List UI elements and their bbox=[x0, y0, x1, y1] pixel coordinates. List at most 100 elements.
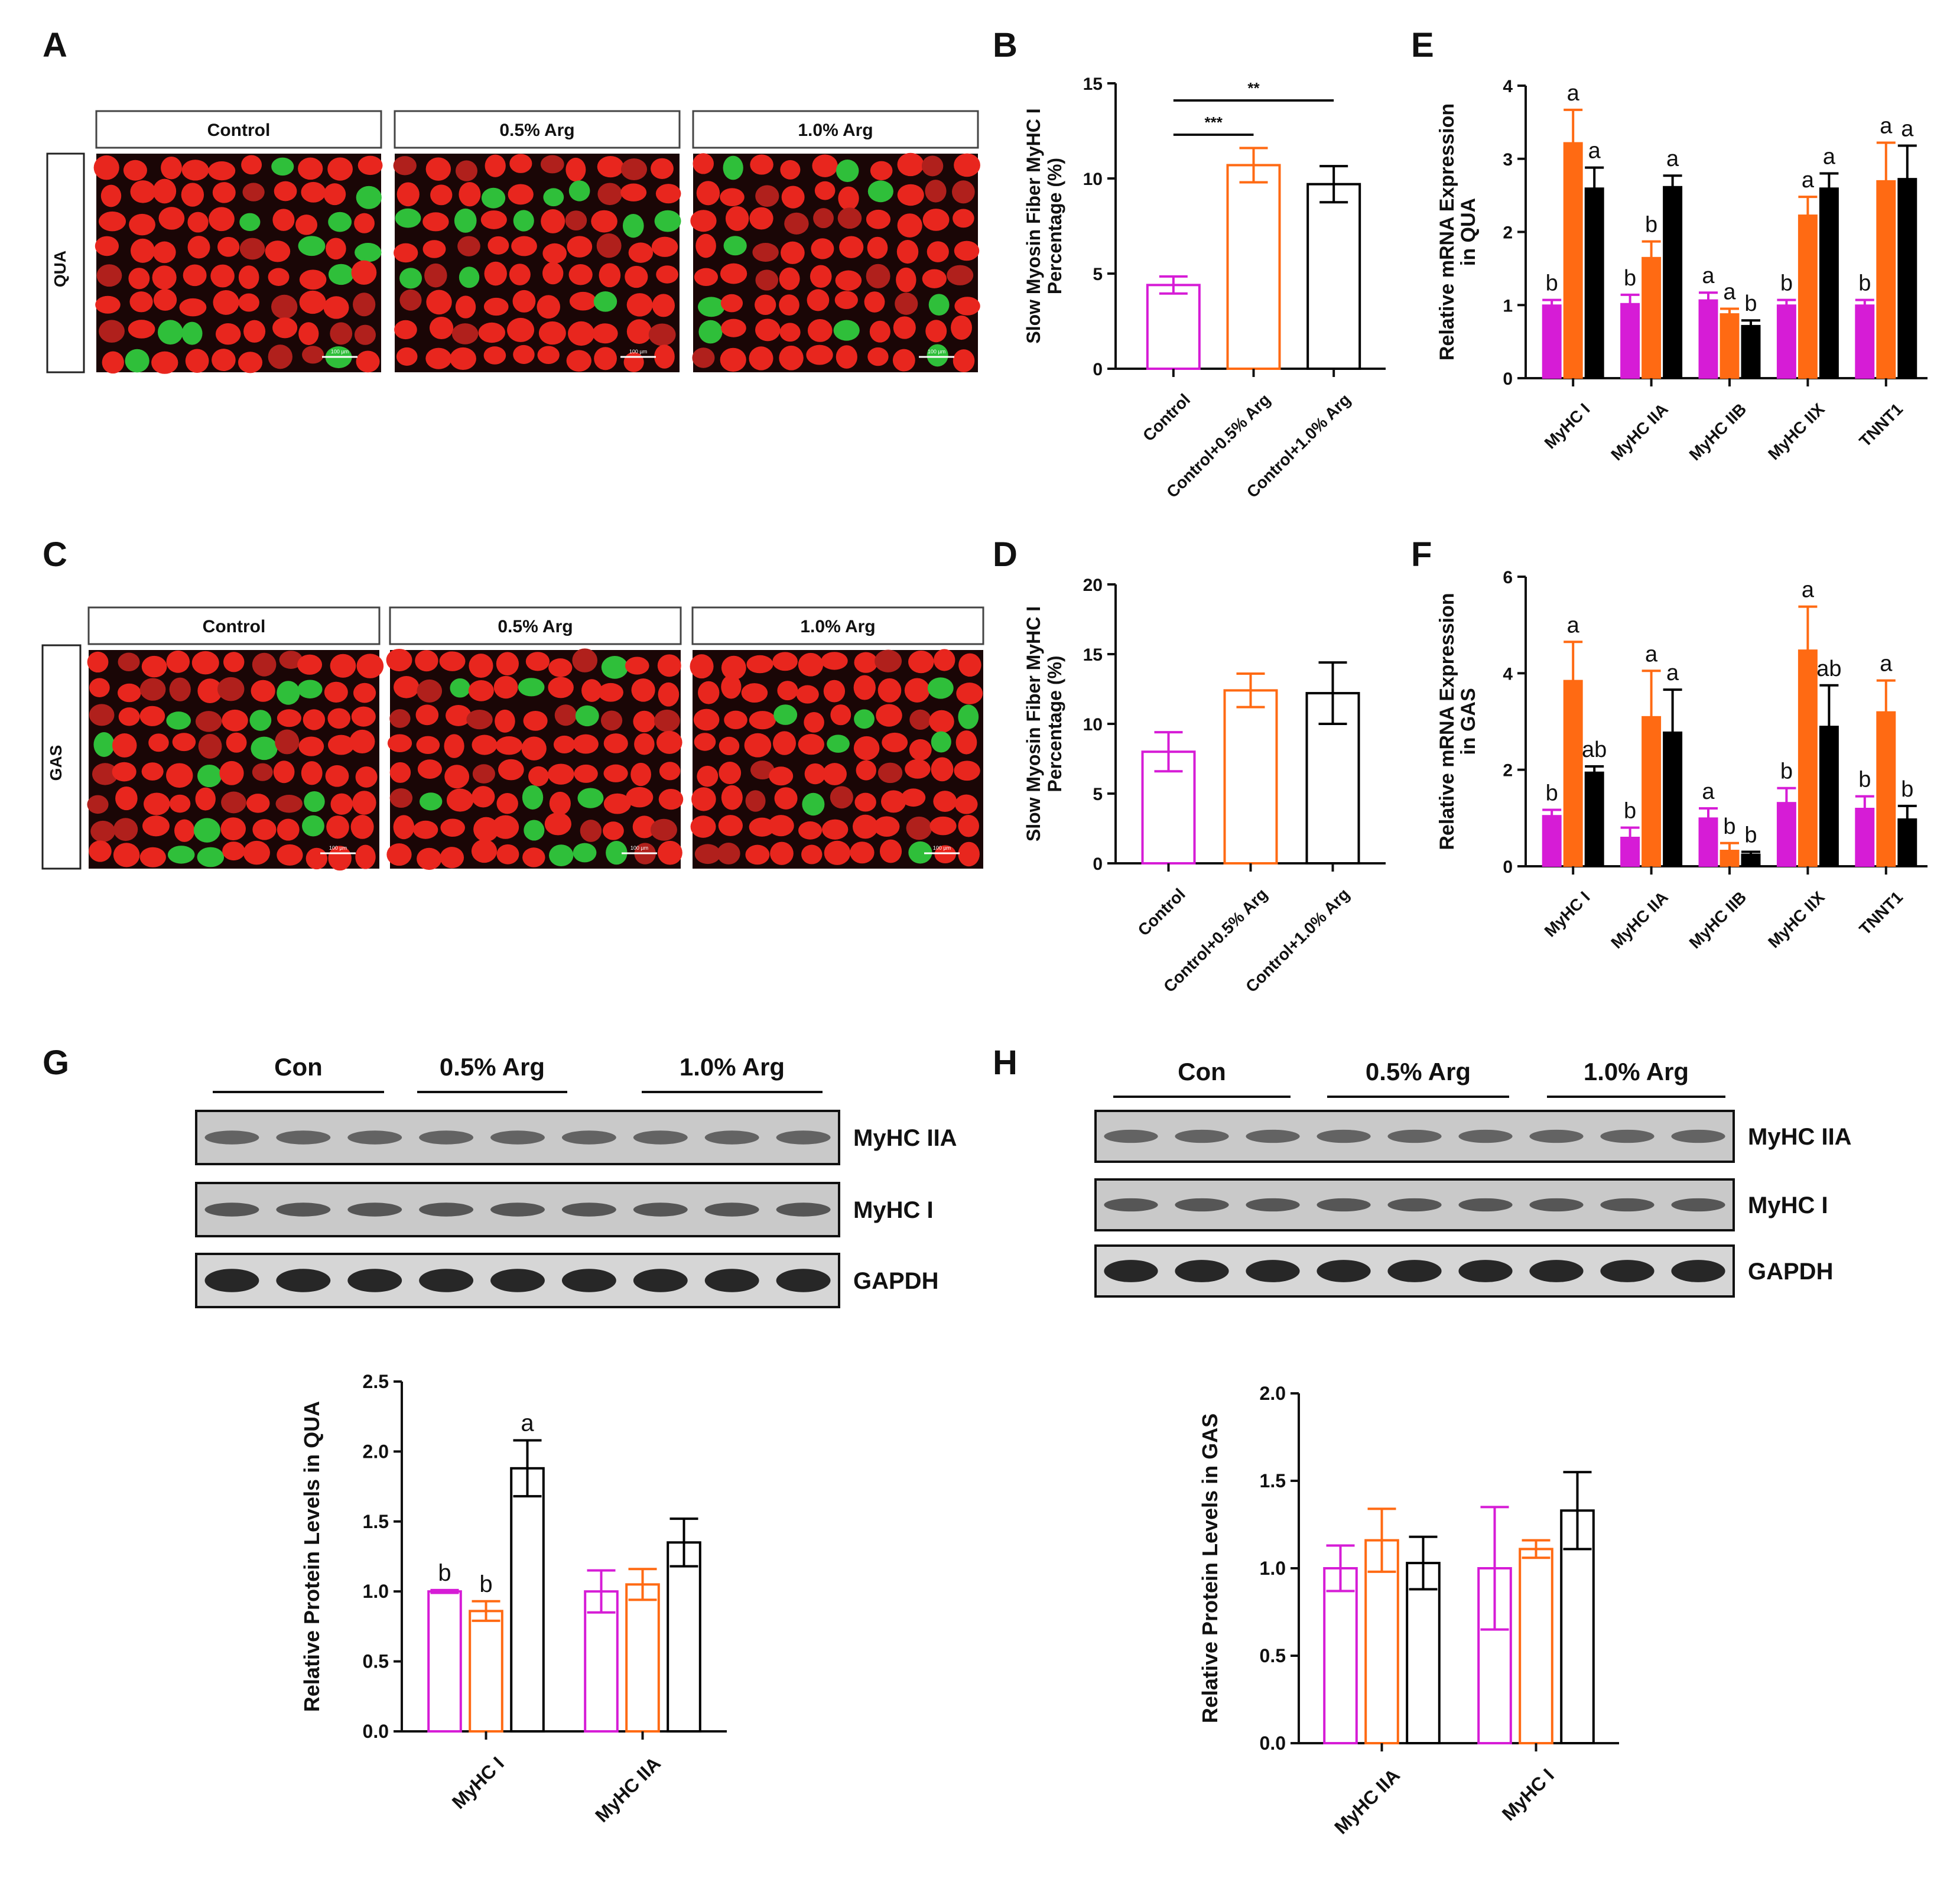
image-header-box bbox=[87, 606, 381, 645]
muscle-fiber bbox=[777, 681, 798, 701]
micrograph-image: 100 µm bbox=[393, 154, 681, 372]
blot-band bbox=[1458, 1198, 1513, 1212]
muscle-fiber bbox=[798, 652, 824, 677]
muscle-fiber bbox=[492, 815, 519, 839]
muscle-fiber bbox=[210, 264, 235, 288]
muscle-fiber bbox=[483, 346, 506, 365]
image-header-box bbox=[691, 606, 984, 645]
y-tick-label: 1.5 bbox=[363, 1511, 389, 1532]
blot-band bbox=[1671, 1198, 1725, 1212]
muscle-fiber bbox=[429, 316, 454, 340]
muscle-fiber bbox=[547, 763, 574, 785]
muscle-fiber bbox=[389, 709, 411, 728]
y-axis-label: Relative Protein Levels in QUA bbox=[300, 1401, 324, 1712]
y-axis-label: Slow Myosin Fiber MyHC I bbox=[1023, 606, 1044, 841]
blot-band bbox=[347, 1130, 402, 1145]
muscle-fiber bbox=[696, 181, 720, 206]
muscle-fiber bbox=[425, 157, 451, 181]
muscle-fiber bbox=[522, 785, 544, 810]
muscle-fiber bbox=[654, 210, 681, 232]
muscle-fiber bbox=[241, 155, 262, 175]
muscle-fiber bbox=[954, 240, 980, 261]
muscle-fiber bbox=[478, 322, 506, 343]
muscle-fiber bbox=[807, 289, 830, 311]
blot-group-label-1-0-arg: 1.0% Arg bbox=[1584, 1058, 1689, 1086]
muscle-fiber bbox=[908, 650, 934, 674]
muscle-fiber bbox=[450, 347, 476, 370]
muscle-fiber bbox=[958, 653, 981, 677]
muscle-fiber bbox=[157, 320, 183, 345]
muscle-fiber bbox=[811, 238, 834, 259]
blot-row-myhc-i: MyHC I bbox=[195, 1182, 934, 1237]
muscle-fiber bbox=[417, 759, 442, 779]
muscle-fiber bbox=[573, 843, 597, 863]
muscle-fiber bbox=[351, 260, 377, 285]
x-tick-label-myhc-i: MyHC I bbox=[448, 1753, 508, 1813]
muscle-fiber bbox=[882, 732, 908, 753]
y-tick-label: 10 bbox=[1083, 715, 1103, 734]
muscle-fiber bbox=[172, 733, 196, 752]
y-tick-label: 0.5 bbox=[363, 1651, 389, 1672]
blot-band bbox=[633, 1202, 688, 1217]
muscle-fiber bbox=[297, 654, 323, 675]
x-tick-label-myhc-i: MyHC I bbox=[1541, 399, 1594, 452]
muscle-fiber bbox=[326, 815, 349, 839]
muscle-fiber bbox=[774, 787, 798, 810]
muscle-fiber bbox=[451, 323, 479, 344]
muscle-fiber bbox=[142, 815, 170, 837]
muscle-fiber bbox=[446, 788, 474, 812]
muscle-fiber bbox=[656, 730, 682, 754]
blot-row-myhc-i: MyHC I bbox=[1094, 1178, 1828, 1231]
significance-letter: a bbox=[1645, 642, 1658, 667]
significance-letter: a bbox=[1666, 147, 1679, 171]
muscle-fiber bbox=[238, 352, 263, 373]
bar-myhc-iix bbox=[1819, 726, 1839, 867]
muscle-fiber bbox=[723, 236, 747, 256]
x-tick-label-control: Control bbox=[1135, 885, 1189, 939]
muscle-fiber bbox=[654, 709, 680, 732]
muscle-fiber bbox=[779, 294, 799, 316]
muscle-fiber bbox=[749, 207, 773, 230]
muscle-fiber bbox=[472, 734, 498, 755]
y-tick-label: 2.5 bbox=[363, 1371, 389, 1392]
muscle-fiber bbox=[658, 682, 680, 707]
muscle-fiber bbox=[298, 236, 326, 256]
muscle-fiber bbox=[951, 315, 972, 340]
image-header-0-5-arg: 0.5% Arg bbox=[498, 617, 573, 636]
muscle-fiber bbox=[417, 847, 442, 870]
muscle-fiber bbox=[92, 763, 118, 785]
y-tick-label: 0.5 bbox=[1260, 1645, 1286, 1666]
image-header-box bbox=[394, 110, 681, 149]
blot-band-label-myhc-iia: MyHC IIA bbox=[853, 1125, 957, 1151]
y-axis-label: in GAS bbox=[1457, 688, 1480, 755]
muscle-fiber bbox=[807, 318, 833, 342]
bar-myhc-i bbox=[427, 1590, 462, 1733]
muscle-fiber bbox=[906, 816, 932, 840]
muscle-fiber bbox=[922, 209, 950, 231]
x-tick-label-tnnt1: TNNT1 bbox=[1855, 399, 1906, 450]
muscle-fiber bbox=[279, 651, 303, 669]
muscle-fiber bbox=[755, 269, 779, 291]
muscle-fiber bbox=[690, 210, 717, 232]
muscle-fiber bbox=[568, 264, 593, 285]
blot-band bbox=[1175, 1198, 1229, 1212]
muscle-fiber bbox=[925, 180, 947, 203]
muscle-fiber bbox=[251, 680, 275, 702]
micrograph-image: 100 µm bbox=[690, 649, 983, 869]
bar-chart-b: 0 5 10 15 Slow Myosin Fiber MyHC I Percentage… bbox=[1023, 74, 1386, 501]
muscle-fiber bbox=[213, 290, 239, 315]
muscle-fiber bbox=[518, 678, 545, 697]
blot-band bbox=[419, 1202, 474, 1217]
muscle-fiber bbox=[543, 188, 564, 207]
muscle-fiber bbox=[781, 186, 805, 209]
muscle-fiber bbox=[566, 350, 591, 372]
significance-stars: *** bbox=[1204, 113, 1223, 131]
muscle-fiber bbox=[768, 815, 794, 837]
blot-band bbox=[1246, 1260, 1300, 1282]
muscle-fiber bbox=[512, 290, 536, 313]
muscle-fiber bbox=[181, 183, 204, 207]
muscle-fiber bbox=[537, 346, 560, 364]
blot-band bbox=[1246, 1198, 1300, 1212]
muscle-fiber bbox=[954, 297, 980, 316]
